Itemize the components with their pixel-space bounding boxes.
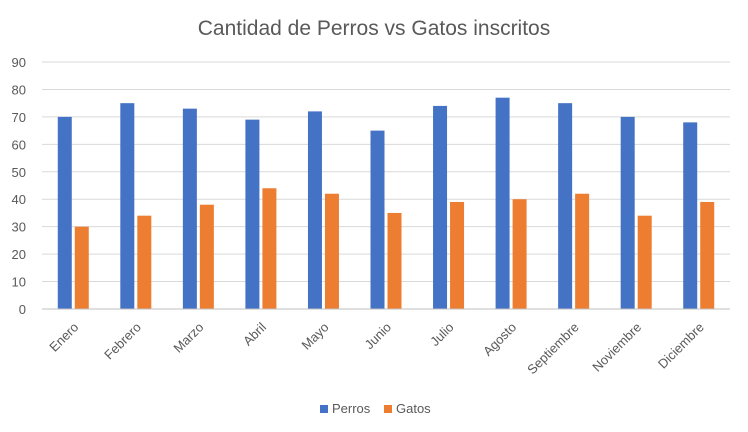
bar-gatos-enero — [74, 226, 89, 309]
x-tick-label: Septiembre — [524, 320, 582, 378]
x-tick-label: Agosto — [480, 320, 519, 359]
y-tick-label: 0 — [19, 302, 26, 317]
legend-swatch-gatos — [384, 405, 392, 413]
y-tick-label: 40 — [12, 192, 26, 207]
bar-gatos-marzo — [199, 204, 214, 309]
bar-perros-diciembre — [683, 122, 698, 309]
bar-gatos-septiembre — [575, 193, 590, 309]
bar-gatos-diciembre — [700, 201, 715, 309]
y-tick-label: 90 — [12, 55, 26, 70]
legend: Perros Gatos — [320, 401, 431, 416]
y-tick-label: 60 — [12, 137, 26, 152]
x-tick-label: Febrero — [101, 320, 144, 363]
legend-swatch-perros — [320, 405, 328, 413]
chart-title: Cantidad de Perros vs Gatos inscritos — [198, 17, 551, 40]
x-tick-label: Mayo — [298, 320, 331, 353]
y-tick-label: 20 — [12, 247, 26, 262]
bar-perros-mayo — [307, 111, 322, 310]
bar-perros-abril — [245, 119, 260, 309]
x-tick-label: Diciembre — [655, 320, 707, 372]
bar-perros-junio — [370, 130, 385, 309]
bar-perros-febrero — [120, 103, 135, 310]
bar-gatos-julio — [450, 201, 465, 309]
x-axis-ticks: Enero Febrero Marzo Abril Mayo Junio Julio Agos… — [46, 319, 707, 377]
y-axis-ticks: 0 10 20 30 40 50 60 70 80 90 — [12, 55, 26, 317]
bar-gatos-abril — [262, 188, 277, 309]
legend-label-perros: Perros — [332, 401, 371, 416]
y-tick-label: 50 — [12, 165, 26, 180]
y-tick-label: 70 — [12, 110, 26, 125]
y-tick-label: 80 — [12, 82, 26, 97]
bar-perros-septiembre — [558, 103, 573, 310]
bar-gatos-noviembre — [637, 215, 652, 309]
bar-perros-julio — [433, 105, 448, 310]
x-tick-label: Noviembre — [589, 320, 644, 375]
bar-perros-enero — [57, 116, 72, 309]
bar-gatos-mayo — [324, 193, 339, 309]
x-tick-label: Marzo — [170, 320, 206, 356]
x-tick-label: Abril — [240, 319, 269, 348]
legend-label-gatos: Gatos — [396, 401, 431, 416]
bar-perros-agosto — [495, 97, 510, 309]
x-tick-label: Junio — [362, 320, 395, 353]
x-tick-label: Enero — [46, 320, 81, 355]
bar-perros-noviembre — [620, 116, 635, 309]
bars — [57, 97, 715, 310]
bar-gatos-junio — [387, 212, 402, 309]
x-tick-label: Julio — [427, 320, 457, 350]
y-tick-label: 10 — [12, 275, 26, 290]
grid-layer — [42, 61, 730, 283]
bar-perros-marzo — [182, 108, 197, 310]
bar-gatos-febrero — [137, 215, 152, 309]
y-tick-label: 30 — [12, 220, 26, 235]
bar-gatos-agosto — [512, 199, 527, 309]
